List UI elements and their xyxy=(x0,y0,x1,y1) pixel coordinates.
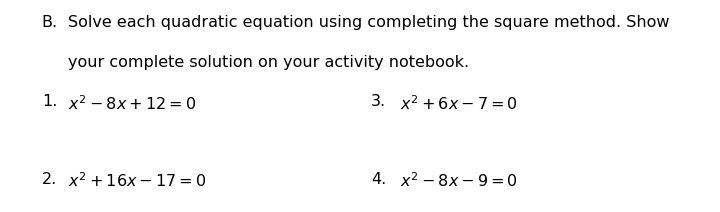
Text: 3.: 3. xyxy=(371,94,386,109)
Text: $x^2 + 16x - 17 = 0$: $x^2 + 16x - 17 = 0$ xyxy=(68,172,207,190)
Text: 4.: 4. xyxy=(371,172,386,187)
Text: $x^2 - 8x - 9 = 0$: $x^2 - 8x - 9 = 0$ xyxy=(400,172,518,190)
Text: $x^2 - 8x + 12 = 0$: $x^2 - 8x + 12 = 0$ xyxy=(68,94,197,113)
Text: B.: B. xyxy=(42,15,58,30)
Text: $x^2 + 6x - 7 = 0$: $x^2 + 6x - 7 = 0$ xyxy=(400,94,518,113)
Text: your complete solution on your activity notebook.: your complete solution on your activity … xyxy=(68,55,469,70)
Text: Solve each quadratic equation using completing the square method. Show: Solve each quadratic equation using comp… xyxy=(68,15,670,30)
Text: 2.: 2. xyxy=(42,172,57,187)
Text: 1.: 1. xyxy=(42,94,57,109)
